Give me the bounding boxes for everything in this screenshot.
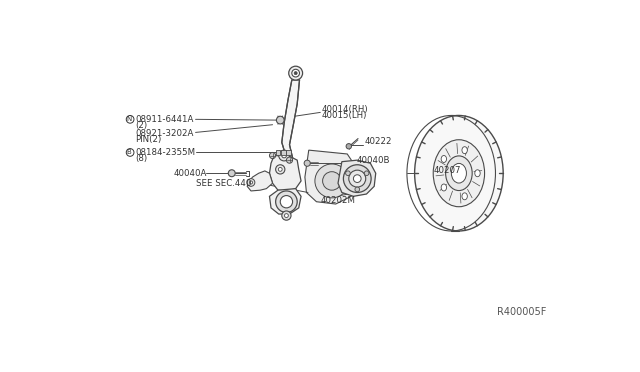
Ellipse shape — [441, 155, 447, 163]
Circle shape — [269, 153, 276, 158]
Text: 40222: 40222 — [364, 137, 392, 146]
Circle shape — [323, 172, 341, 190]
Circle shape — [353, 175, 361, 183]
Circle shape — [364, 171, 369, 176]
Ellipse shape — [462, 147, 467, 154]
Circle shape — [276, 191, 297, 212]
Circle shape — [315, 164, 349, 198]
Polygon shape — [282, 80, 300, 158]
Text: 40040B: 40040B — [356, 156, 390, 166]
Circle shape — [276, 165, 285, 174]
Circle shape — [294, 71, 297, 75]
Text: 40015(LH): 40015(LH) — [322, 111, 367, 120]
Text: 08184-2355M: 08184-2355M — [136, 148, 196, 157]
Ellipse shape — [462, 193, 467, 200]
Text: B: B — [126, 150, 131, 155]
Text: N: N — [126, 116, 131, 122]
Circle shape — [285, 214, 289, 218]
Ellipse shape — [415, 115, 503, 231]
Ellipse shape — [441, 184, 447, 191]
Circle shape — [349, 170, 365, 187]
Circle shape — [355, 187, 360, 192]
Polygon shape — [305, 150, 359, 204]
Circle shape — [279, 150, 289, 161]
Polygon shape — [269, 155, 301, 191]
Text: (8): (8) — [136, 154, 148, 163]
Circle shape — [282, 211, 291, 220]
Ellipse shape — [433, 140, 484, 207]
Circle shape — [250, 181, 253, 184]
Text: (2): (2) — [136, 121, 148, 130]
Circle shape — [228, 170, 236, 177]
Circle shape — [292, 69, 300, 77]
Circle shape — [289, 66, 303, 80]
Circle shape — [282, 153, 287, 158]
Text: 08911-6441A: 08911-6441A — [136, 115, 194, 124]
Ellipse shape — [475, 170, 480, 177]
Bar — [287, 150, 291, 155]
Text: 40014(RH): 40014(RH) — [322, 105, 369, 114]
Text: PIN(2): PIN(2) — [136, 135, 162, 144]
Circle shape — [247, 179, 255, 186]
Circle shape — [346, 144, 351, 149]
Text: 40040A: 40040A — [174, 169, 207, 178]
Text: 40207: 40207 — [433, 166, 461, 176]
Ellipse shape — [445, 156, 472, 190]
Polygon shape — [269, 189, 301, 214]
Bar — [276, 150, 280, 155]
Polygon shape — [338, 160, 376, 196]
Circle shape — [278, 167, 282, 171]
Circle shape — [346, 171, 350, 176]
Circle shape — [287, 157, 292, 163]
Text: 40202M: 40202M — [320, 196, 355, 205]
Circle shape — [304, 160, 310, 166]
Text: R400005F: R400005F — [497, 307, 547, 317]
Circle shape — [344, 165, 371, 192]
Circle shape — [276, 116, 284, 124]
Circle shape — [280, 196, 292, 208]
Text: 08921-3202A: 08921-3202A — [136, 129, 194, 138]
Bar — [281, 150, 285, 155]
Polygon shape — [247, 171, 273, 191]
Ellipse shape — [451, 163, 467, 183]
Text: SEE SEC.440: SEE SEC.440 — [196, 179, 251, 188]
